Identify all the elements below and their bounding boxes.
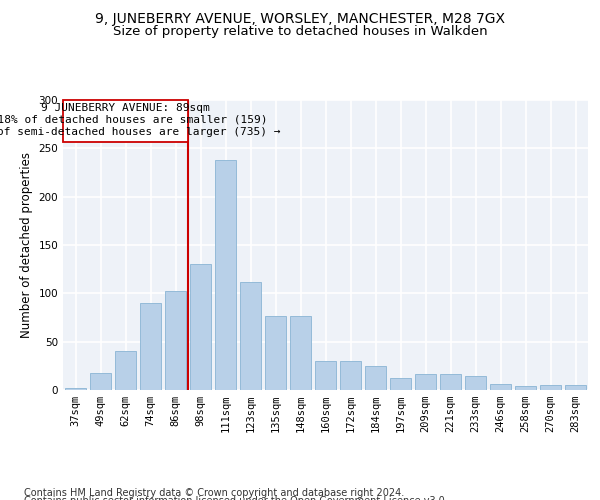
Text: 81% of semi-detached houses are larger (735) →: 81% of semi-detached houses are larger (… bbox=[0, 127, 281, 137]
Bar bbox=[165, 292, 186, 390]
Bar bbox=[290, 316, 311, 390]
Bar bbox=[515, 386, 536, 390]
Bar bbox=[140, 303, 161, 390]
Bar bbox=[315, 361, 336, 390]
Bar bbox=[365, 366, 386, 390]
Bar bbox=[490, 384, 511, 390]
Text: Contains public sector information licensed under the Open Government Licence v3: Contains public sector information licen… bbox=[24, 496, 448, 500]
Bar bbox=[415, 374, 436, 390]
Bar bbox=[115, 352, 136, 390]
Bar bbox=[215, 160, 236, 390]
Bar bbox=[565, 385, 586, 390]
Text: Contains HM Land Registry data © Crown copyright and database right 2024.: Contains HM Land Registry data © Crown c… bbox=[24, 488, 404, 498]
Bar bbox=[340, 361, 361, 390]
Bar bbox=[265, 316, 286, 390]
Text: ← 18% of detached houses are smaller (159): ← 18% of detached houses are smaller (15… bbox=[0, 114, 267, 124]
Bar bbox=[390, 378, 411, 390]
Bar bbox=[465, 376, 486, 390]
Bar bbox=[240, 282, 261, 390]
Text: 9 JUNEBERRY AVENUE: 89sqm: 9 JUNEBERRY AVENUE: 89sqm bbox=[41, 102, 210, 113]
Text: 9, JUNEBERRY AVENUE, WORSLEY, MANCHESTER, M28 7GX: 9, JUNEBERRY AVENUE, WORSLEY, MANCHESTER… bbox=[95, 12, 505, 26]
Bar bbox=[440, 374, 461, 390]
FancyBboxPatch shape bbox=[63, 100, 188, 141]
Bar bbox=[190, 264, 211, 390]
Bar bbox=[90, 372, 111, 390]
Bar bbox=[65, 388, 86, 390]
Bar bbox=[540, 385, 561, 390]
Y-axis label: Number of detached properties: Number of detached properties bbox=[20, 152, 33, 338]
Text: Size of property relative to detached houses in Walkden: Size of property relative to detached ho… bbox=[113, 25, 487, 38]
